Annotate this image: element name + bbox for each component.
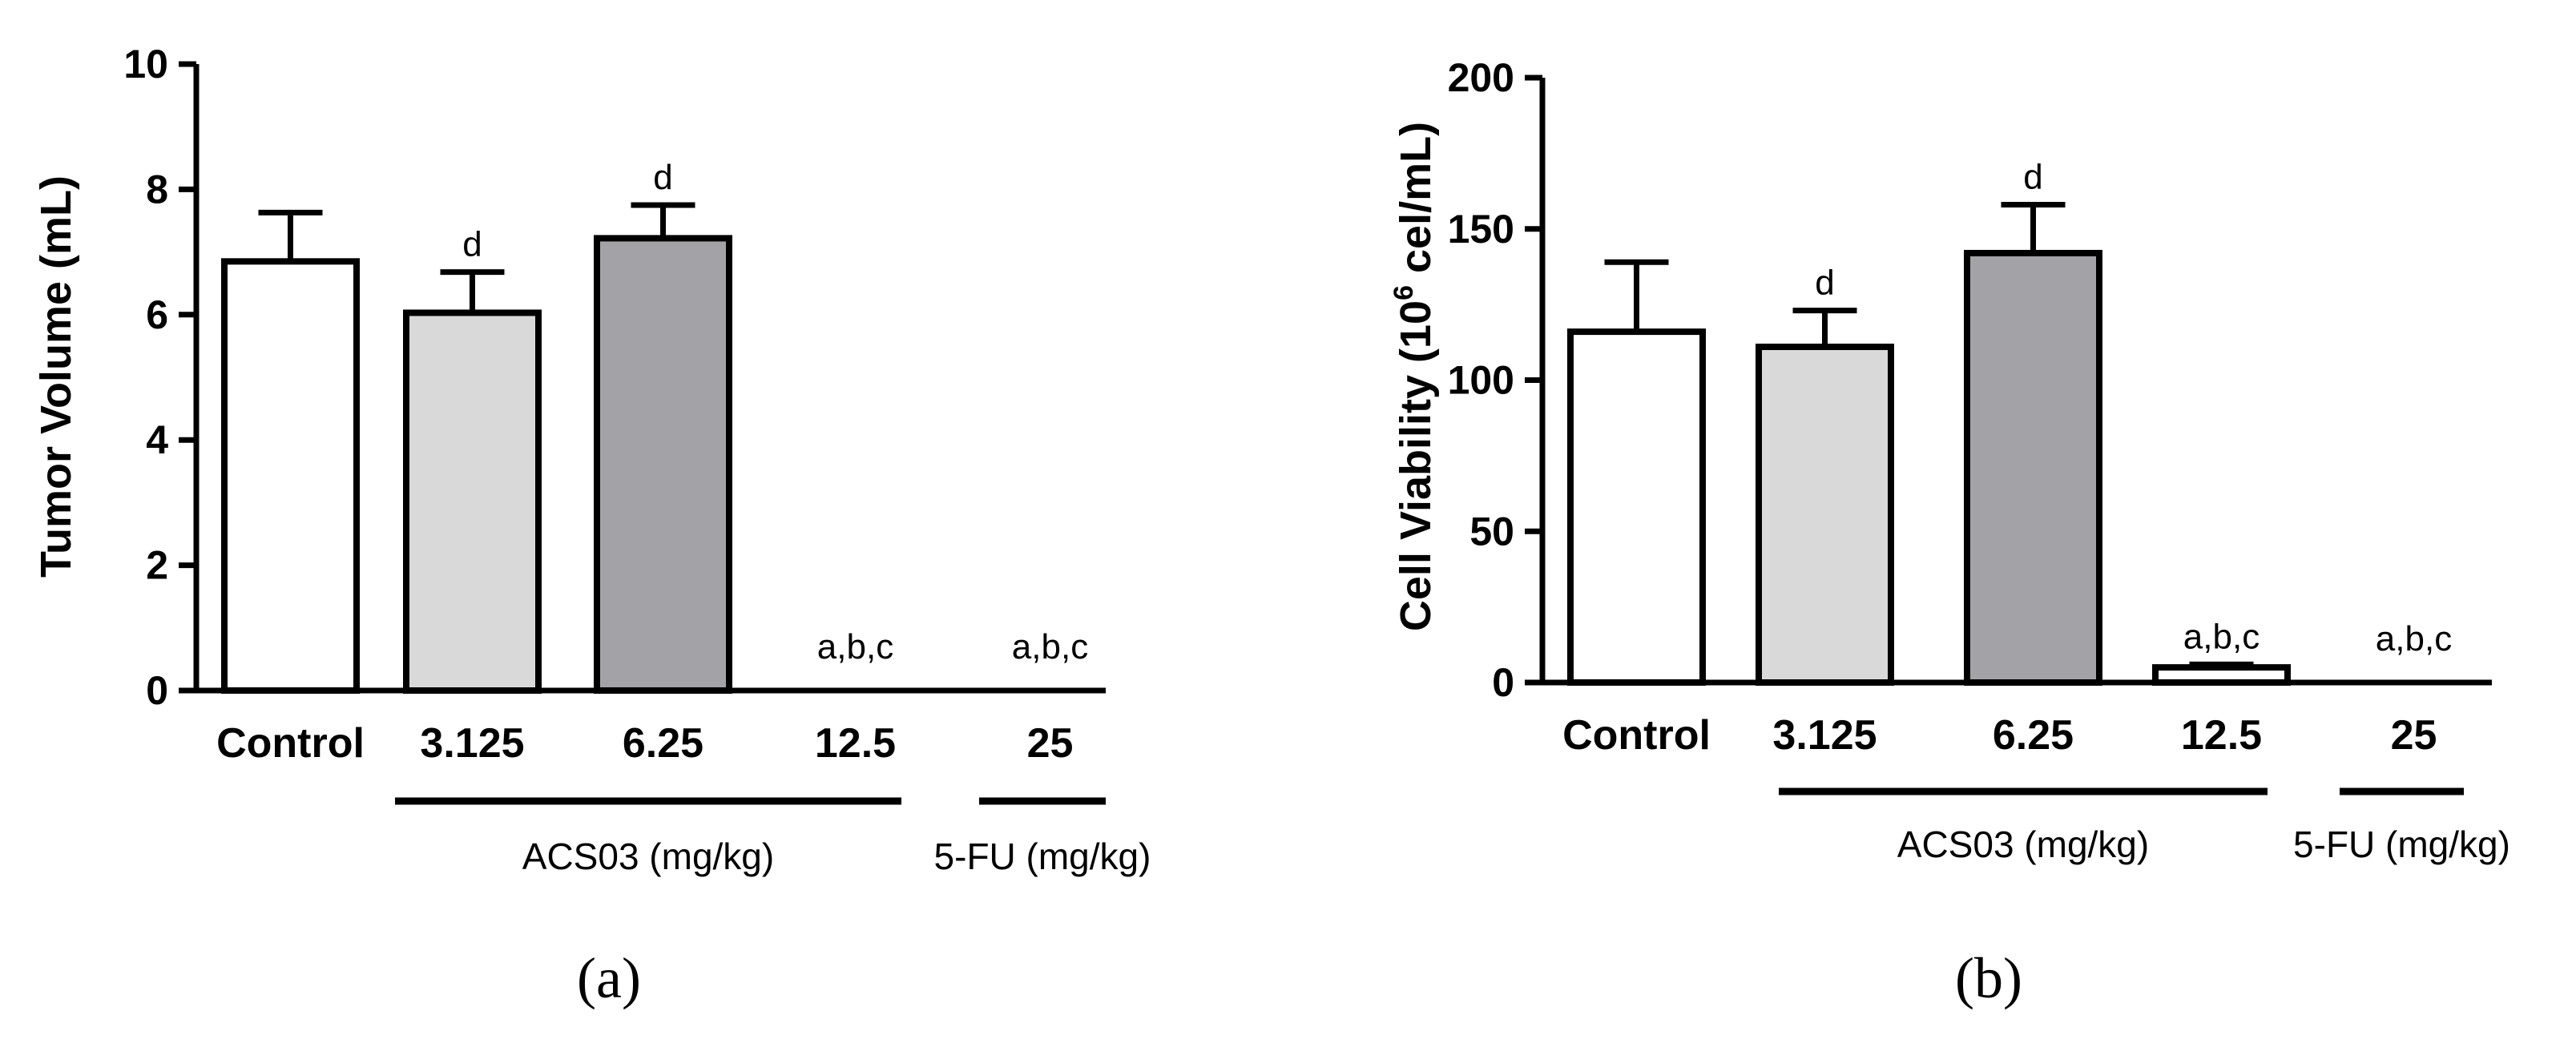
x-tick-label: 12.5 [2181, 712, 2262, 759]
x-tick-label: 3.125 [1772, 712, 1877, 759]
x-tick-label: 6.25 [1993, 712, 2074, 759]
x-tick-label: 25 [1027, 720, 1074, 767]
y-tick-label: 2 [146, 543, 168, 588]
significance-label: a,b,c [817, 627, 893, 666]
x-tick-label: 3.125 [420, 720, 524, 767]
bar-3-125 [1756, 343, 1894, 686]
x-tick-label: 6.25 [623, 720, 703, 767]
y-tick-label: 10 [123, 42, 168, 87]
y-tick-label: 4 [146, 417, 168, 462]
y-tick-label: 0 [146, 668, 168, 713]
bar-control [221, 258, 360, 694]
x-tick-label: 25 [2391, 712, 2437, 759]
significance-label: a,b,c [1012, 627, 1088, 666]
y-tick-label: 6 [146, 292, 168, 337]
panel-label: (b) [1955, 946, 2022, 1010]
bar-3-125 [403, 309, 542, 694]
significance-label: d [653, 158, 672, 197]
significance-label: d [1815, 264, 1834, 303]
x-tick-label: Control [1562, 712, 1711, 759]
y-tick-label: 100 [1448, 358, 1514, 403]
y-tick-label: 8 [146, 167, 168, 211]
significance-label: a,b,c [2376, 619, 2452, 658]
group-label: 5-FU (mg/kg) [934, 836, 1151, 877]
bar-6-25 [594, 235, 732, 694]
y-axis-label: Tumor Volume (mL) [32, 175, 80, 578]
bar-6-25 [1964, 249, 2102, 686]
significance-label: a,b,c [2183, 617, 2260, 656]
x-tick-label: Control [216, 720, 365, 767]
chart-panel-a: 0 2 4 6 8 10 Tumor Volume (mL) Control d 3.125 d 6.… [32, 42, 1151, 1010]
bar-12-5 [2152, 664, 2291, 686]
group-label: ACS03 (mg/kg) [1897, 824, 2149, 865]
y-tick-label: 150 [1448, 207, 1514, 252]
group-label: 5-FU (mg/kg) [2293, 824, 2510, 865]
x-tick-label: 12.5 [815, 720, 896, 767]
y-tick-label: 50 [1469, 509, 1514, 554]
group-label: ACS03 (mg/kg) [522, 836, 774, 877]
panel-label: (a) [577, 946, 641, 1010]
significance-label: d [462, 225, 482, 264]
y-tick-label: 200 [1448, 55, 1514, 100]
significance-label: d [2023, 158, 2042, 197]
y-tick-label: 0 [1492, 660, 1514, 705]
y-axis-label: Cell Viability (106 cel/mL) [1389, 122, 1440, 631]
bar-control [1567, 328, 1706, 686]
